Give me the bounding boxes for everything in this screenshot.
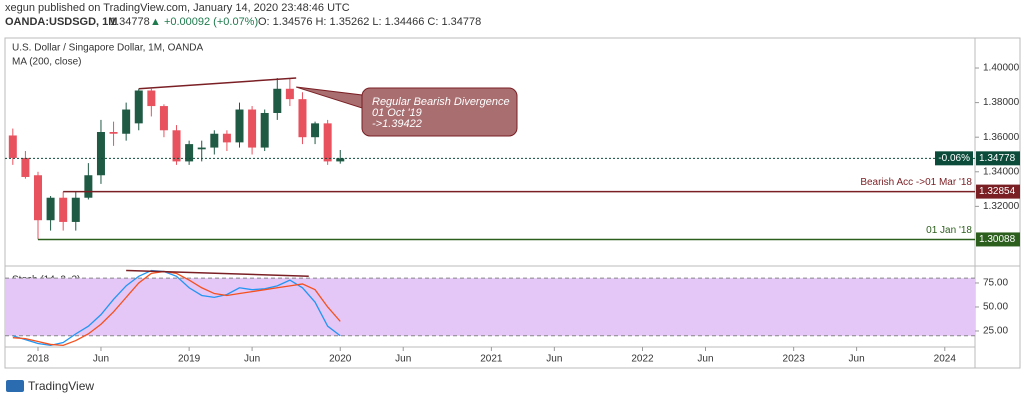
candle-body — [210, 133, 219, 148]
candle-body — [197, 147, 206, 150]
candle-body — [248, 109, 257, 148]
candle-body — [323, 123, 332, 162]
candle-body — [159, 106, 168, 131]
candle-body — [21, 157, 30, 177]
symbol: OANDA:USDSGD, 1M — [5, 16, 117, 28]
candle-body — [109, 132, 118, 134]
candle-body — [336, 158, 345, 162]
callout — [361, 87, 518, 137]
trendline — [126, 269, 309, 278]
candle-body — [298, 99, 307, 138]
change-tag-bg — [935, 151, 973, 166]
y-tick-label: 75.00 — [983, 278, 1008, 289]
x-tick-label: 2024 — [934, 354, 957, 365]
x-tick-label: Jun — [697, 354, 713, 365]
price-tag: 1.34778 — [979, 153, 1016, 164]
chart-subtitle: MA (200, close) — [12, 57, 81, 68]
level-tag-bg — [976, 232, 1020, 247]
candle-body — [222, 133, 231, 143]
chart-title: U.S. Dollar / Singapore Dollar, 1M, OAND… — [12, 43, 204, 54]
x-tick-label: Jun — [244, 354, 260, 365]
level-tag: 1.32854 — [979, 186, 1016, 197]
logo — [6, 380, 24, 392]
callout-text: 01 Oct '19 — [372, 107, 422, 119]
candle-body — [71, 197, 80, 222]
callout-text: Regular Bearish Divergence — [372, 96, 510, 108]
y-tick-label: 25.00 — [983, 326, 1008, 337]
x-tick-label: 2022 — [631, 354, 654, 365]
price-tag-bg — [976, 151, 1020, 166]
candle-body — [260, 112, 269, 148]
level-tag: 1.30088 — [979, 234, 1016, 245]
candle-body — [96, 132, 105, 176]
y-tick-label: 1.38000 — [983, 97, 1020, 108]
candle-body — [84, 175, 93, 198]
candle-body — [122, 109, 131, 134]
ohlc: O: 1.34576 H: 1.35262 L: 1.34466 C: 1.34… — [258, 16, 481, 28]
brand: TradingView — [28, 379, 94, 393]
candle-body — [46, 197, 55, 221]
candle-body — [147, 90, 156, 107]
candle-body — [8, 135, 17, 158]
candle-body — [185, 144, 194, 162]
level-tag-bg — [976, 184, 1020, 199]
x-tick-label: 2020 — [329, 354, 352, 365]
change: ▲ +0.00092 (+0.07%) — [150, 16, 258, 28]
x-tick-label: Jun — [849, 354, 865, 365]
y-tick-label: 1.40000 — [983, 63, 1020, 74]
candle-body — [172, 130, 181, 162]
candle-body — [33, 175, 42, 221]
candle-body — [235, 109, 244, 143]
stoch-line — [12, 269, 341, 347]
x-tick-label: 2018 — [27, 354, 50, 365]
x-tick-label: 2019 — [178, 354, 201, 365]
y-tick-label: 50.00 — [983, 302, 1008, 313]
stoch-band — [5, 278, 975, 336]
level-text: Bearish Acc ->01 Mar '18 — [860, 177, 972, 188]
y-tick-label: 1.34000 — [983, 166, 1020, 177]
x-tick-label: 2021 — [480, 354, 503, 365]
level-text: 01 Jan '18 — [926, 225, 972, 236]
callout-text: ->1.39422 — [372, 118, 422, 130]
x-tick-label: Jun — [395, 354, 411, 365]
frame — [4, 37, 1021, 369]
y-tick-label: 1.36000 — [983, 132, 1020, 143]
last: 1.34778 — [110, 16, 150, 28]
candle-body — [273, 88, 282, 113]
x-tick-label: Jun — [546, 354, 562, 365]
stoch-line — [12, 270, 341, 347]
x-tick-label: 2023 — [783, 354, 806, 365]
publisher: xegun published on TradingView.com, Janu… — [5, 2, 350, 14]
x-tick-label: Jun — [93, 354, 109, 365]
change-tag: -0.06% — [938, 153, 970, 164]
y-tick-label: 1.32000 — [983, 201, 1020, 212]
candle-body — [59, 197, 68, 222]
candle-body — [311, 123, 320, 138]
candle-body — [285, 88, 294, 100]
trendline — [138, 77, 297, 90]
candle-body — [134, 90, 143, 124]
